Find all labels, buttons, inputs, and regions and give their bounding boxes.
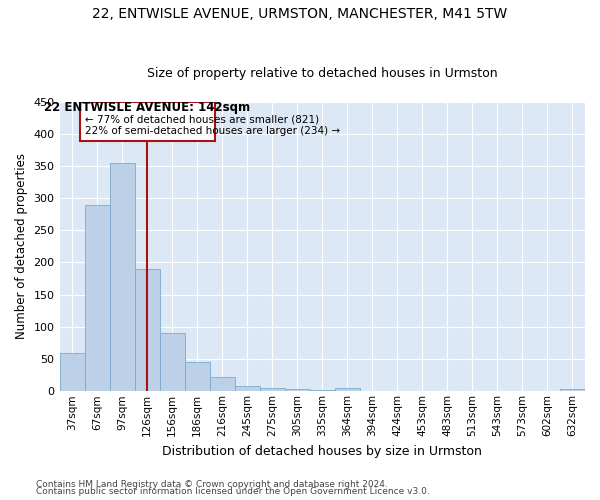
Text: Contains HM Land Registry data © Crown copyright and database right 2024.: Contains HM Land Registry data © Crown c…	[36, 480, 388, 489]
Bar	[260, 388, 285, 392]
Bar	[160, 334, 185, 392]
Bar	[310, 390, 335, 392]
Bar	[235, 386, 260, 392]
Bar	[134, 269, 160, 392]
X-axis label: Distribution of detached houses by size in Urmston: Distribution of detached houses by size …	[163, 444, 482, 458]
Text: Contains public sector information licensed under the Open Government Licence v3: Contains public sector information licen…	[36, 488, 430, 496]
Bar	[110, 162, 134, 392]
Bar	[185, 362, 209, 392]
Bar	[385, 390, 410, 392]
Text: ← 77% of detached houses are smaller (821): ← 77% of detached houses are smaller (82…	[85, 114, 319, 124]
Text: 22, ENTWISLE AVENUE, URMSTON, MANCHESTER, M41 5TW: 22, ENTWISLE AVENUE, URMSTON, MANCHESTER…	[92, 8, 508, 22]
Bar	[410, 390, 435, 392]
Bar	[335, 388, 360, 392]
Bar	[85, 204, 110, 392]
FancyBboxPatch shape	[80, 102, 215, 141]
Bar	[59, 352, 85, 392]
Bar	[209, 377, 235, 392]
Text: 22 ENTWISLE AVENUE: 142sqm: 22 ENTWISLE AVENUE: 142sqm	[44, 102, 250, 114]
Bar	[285, 390, 310, 392]
Bar	[435, 390, 460, 392]
Bar	[360, 390, 385, 392]
Bar	[560, 390, 585, 392]
Title: Size of property relative to detached houses in Urmston: Size of property relative to detached ho…	[147, 66, 497, 80]
Text: 22% of semi-detached houses are larger (234) →: 22% of semi-detached houses are larger (…	[85, 126, 340, 136]
Y-axis label: Number of detached properties: Number of detached properties	[15, 154, 28, 340]
